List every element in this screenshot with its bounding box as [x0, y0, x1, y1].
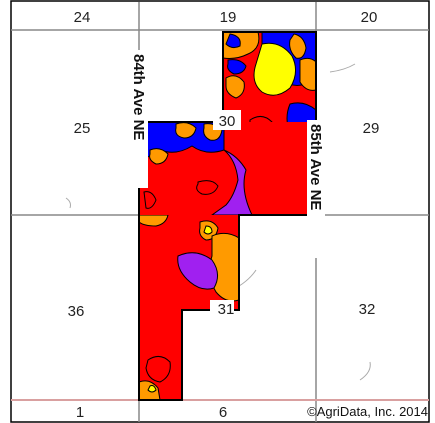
- section-label-1: 1: [76, 404, 84, 421]
- copyright-credit: ©AgriData, Inc. 2014: [307, 404, 428, 419]
- section-label-20: 20: [361, 9, 378, 26]
- section-label-19: 19: [220, 9, 237, 26]
- section-label-25: 25: [74, 120, 91, 137]
- section-labels: 24 19 20 25 30 29 36 31 32 1 6: [68, 9, 380, 421]
- section-label-36: 36: [68, 303, 85, 320]
- road-label-85th-ave-ne: 85th Ave NE: [307, 124, 324, 210]
- road-label-84th-ave-ne: 84th Ave NE: [130, 54, 147, 140]
- soil-parcel-middle: [139, 122, 316, 215]
- section-label-31: 31: [218, 301, 235, 318]
- section-label-6: 6: [219, 404, 227, 421]
- section-label-29: 29: [363, 120, 380, 137]
- map-frame: [10, 0, 430, 423]
- section-label-30: 30: [219, 113, 236, 130]
- section-label-32: 32: [359, 301, 376, 318]
- section-label-24: 24: [74, 9, 91, 26]
